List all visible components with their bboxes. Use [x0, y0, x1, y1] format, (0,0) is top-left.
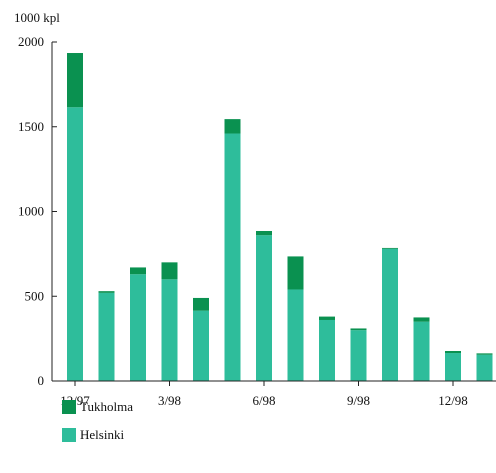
y-axis: 0 500 1000 1500 2000	[18, 34, 57, 388]
y-tick-label: 500	[25, 288, 45, 303]
bar-tukholma	[287, 256, 304, 290]
bar-helsinki	[130, 274, 146, 381]
y-tick-label: 2000	[18, 34, 44, 49]
y-tick-label: 1500	[18, 119, 44, 134]
bar-helsinki	[413, 321, 430, 381]
bar-helsinki	[161, 279, 178, 381]
bar-helsinki	[256, 235, 272, 381]
bar-helsinki	[67, 107, 83, 381]
bar-helsinki	[98, 292, 115, 381]
bar-helsinki	[382, 248, 398, 381]
y-unit-label: 1000 kpl	[14, 10, 60, 25]
bar-tukholma	[476, 353, 493, 355]
legend-item-helsinki: Helsinki	[62, 424, 133, 446]
bar-tukholma	[130, 267, 146, 275]
bars-group	[67, 53, 493, 381]
bar-tukholma	[319, 316, 335, 320]
bar-helsinki	[476, 354, 493, 381]
bar-tukholma	[161, 262, 178, 280]
legend-label-tukholma: Tukholma	[80, 399, 133, 414]
bar-tukholma	[67, 53, 83, 108]
bar-tukholma	[382, 247, 398, 249]
bar-tukholma	[445, 350, 461, 354]
bar-helsinki	[350, 330, 367, 381]
bar-tukholma	[98, 291, 115, 293]
x-tick-label: 3/98	[158, 393, 181, 408]
legend-label-helsinki: Helsinki	[80, 427, 125, 442]
legend-item-tukholma: Tukholma	[62, 396, 133, 418]
x-tick-label: 12/98	[438, 393, 468, 408]
bar-helsinki	[193, 310, 209, 381]
legend: Tukholma Helsinki	[62, 396, 133, 452]
bar-tukholma	[256, 230, 272, 236]
x-tick-label: 9/98	[347, 393, 370, 408]
y-tick-label: 0	[38, 373, 45, 388]
bar-tukholma	[224, 119, 241, 134]
bar-tukholma	[350, 328, 367, 331]
bar-helsinki	[287, 289, 304, 381]
legend-swatch-helsinki	[62, 428, 76, 442]
legend-swatch-tukholma	[62, 400, 76, 414]
bar-helsinki	[224, 133, 241, 381]
bar-helsinki	[445, 353, 461, 381]
bar-tukholma	[413, 317, 430, 322]
y-tick-label: 1000	[18, 204, 44, 219]
x-tick-label: 6/98	[252, 393, 275, 408]
bar-helsinki	[319, 319, 335, 381]
bar-tukholma	[193, 297, 209, 311]
